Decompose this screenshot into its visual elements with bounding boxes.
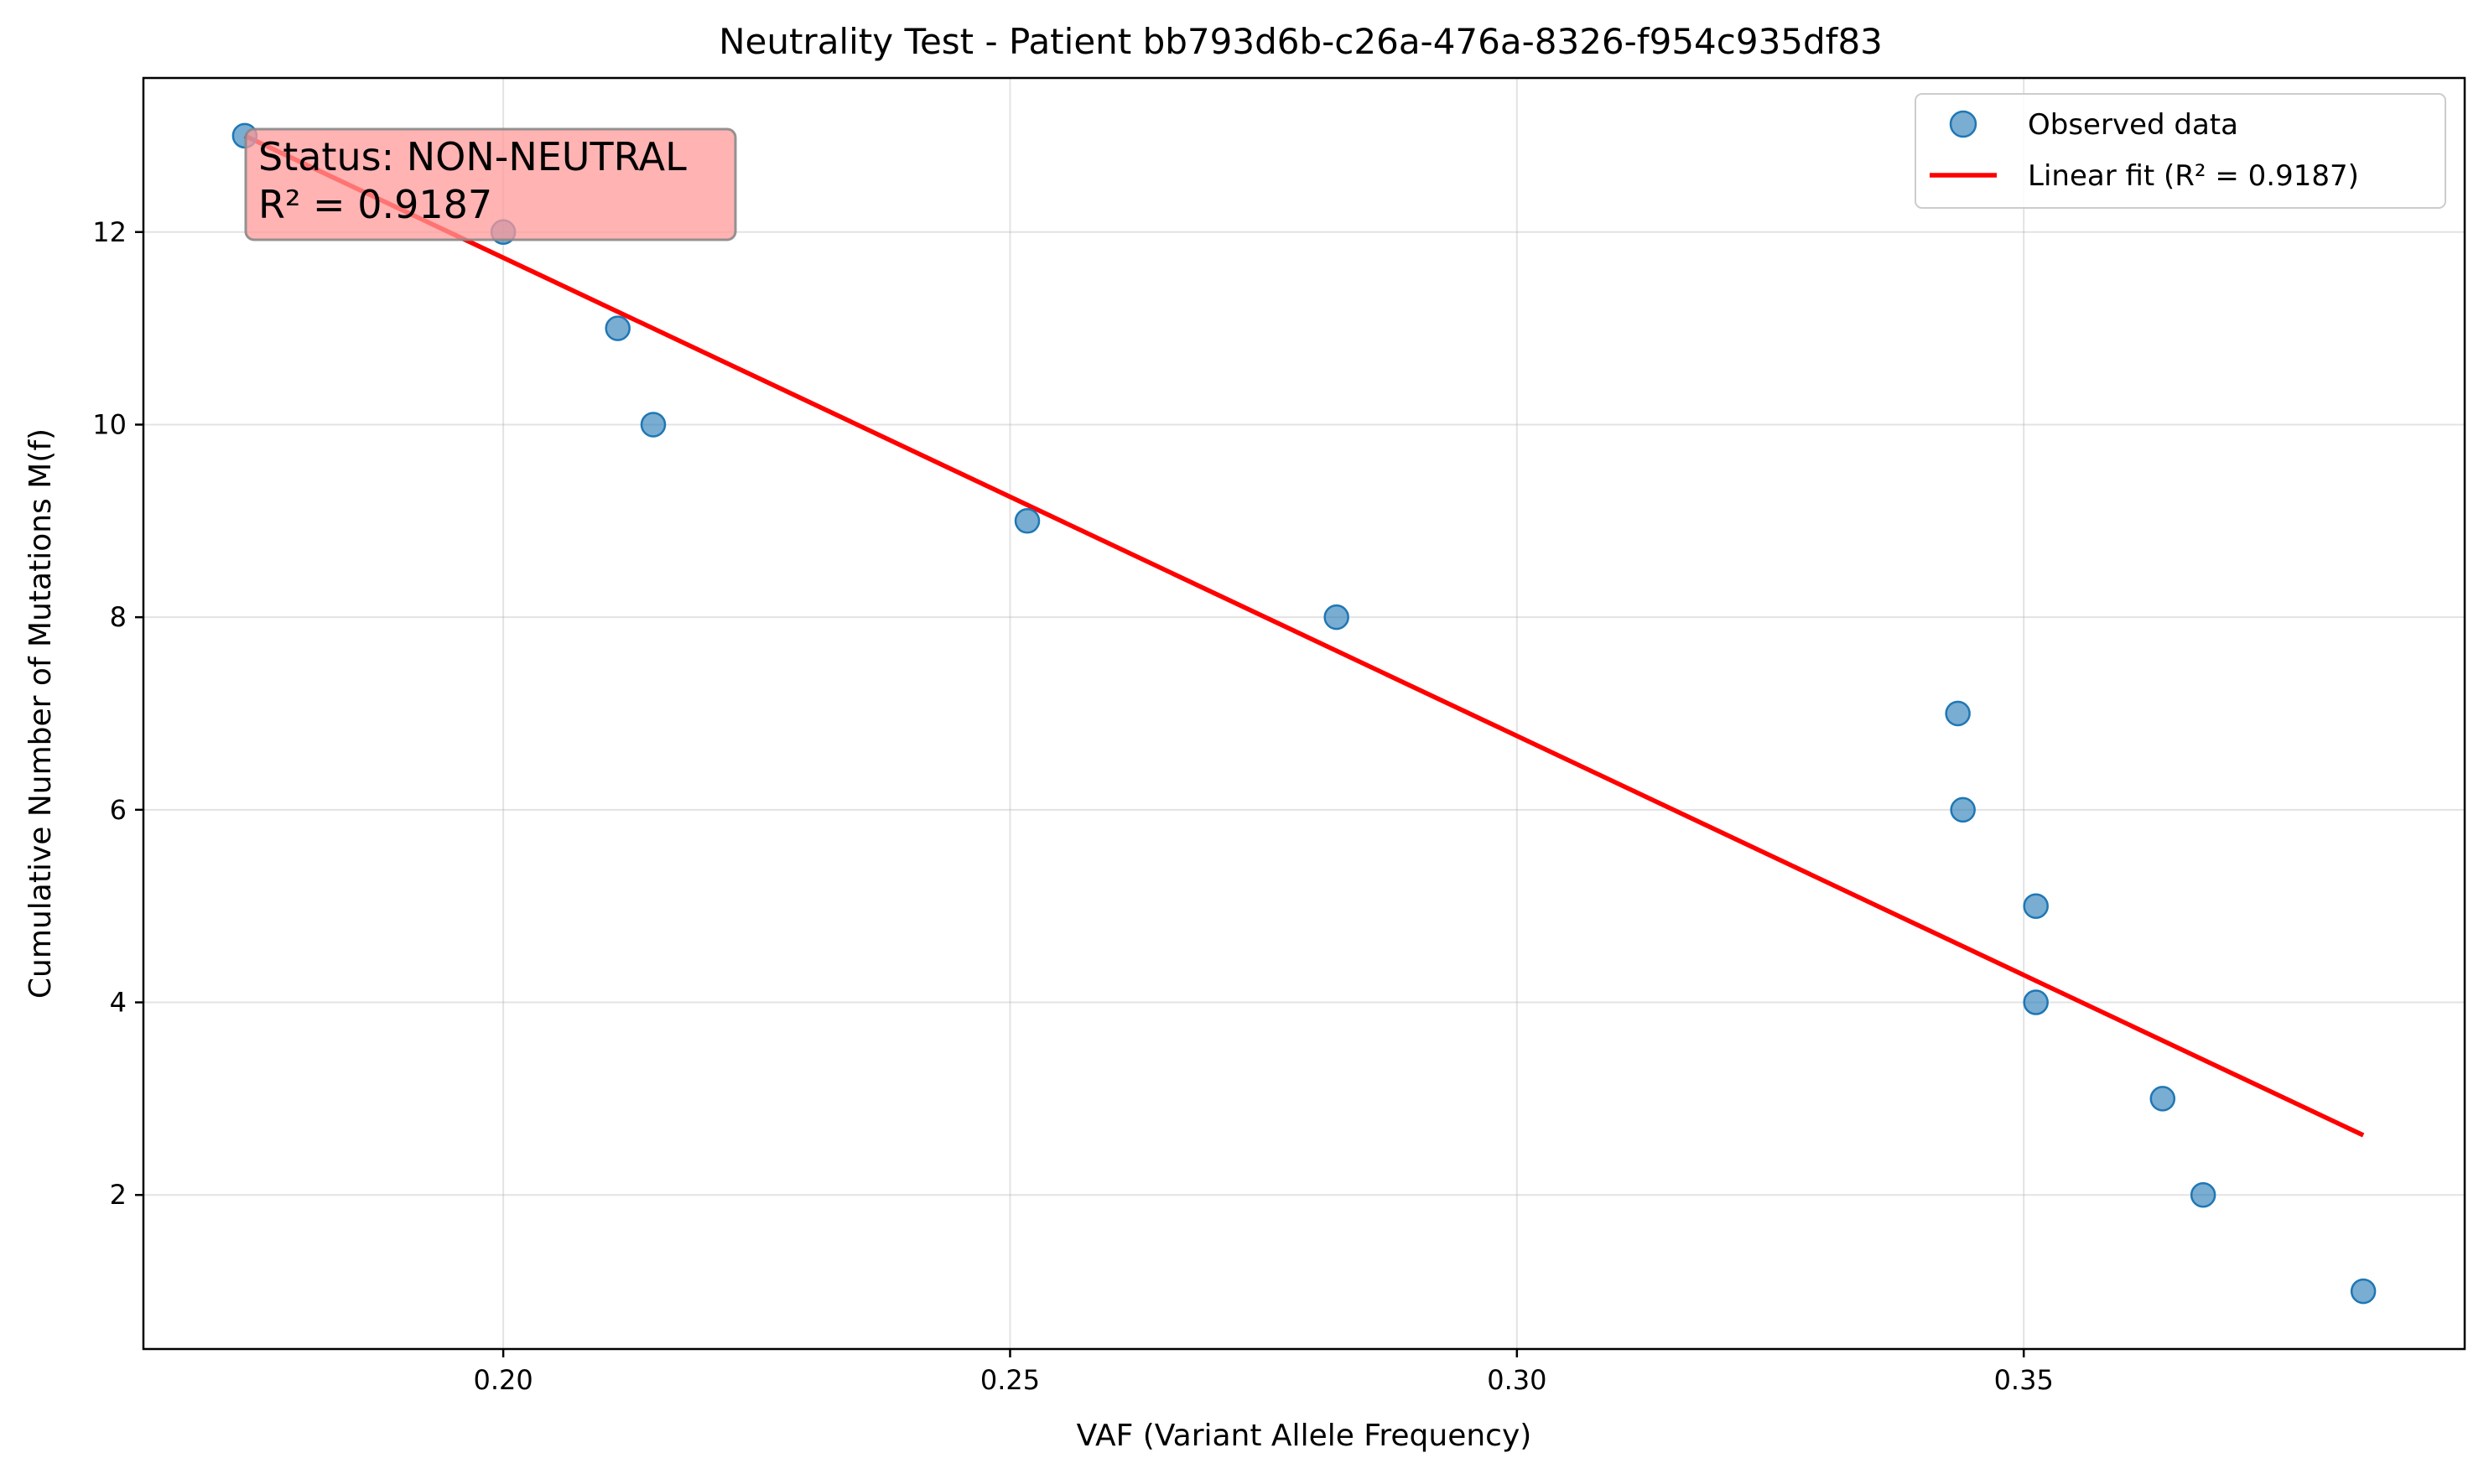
- data-point: [640, 412, 667, 438]
- legend-marker-observed: [1949, 110, 1977, 138]
- status-label: Status: NON-NEUTRAL: [258, 134, 687, 179]
- x-tick-label: 0.30: [1487, 1364, 1546, 1396]
- y-tick-label: 2: [110, 1179, 127, 1211]
- y-tick-label: 6: [110, 794, 127, 826]
- scatter-points: [231, 122, 2377, 1305]
- y-axis-ticks: 2 4 6 8 10 12: [92, 216, 143, 1211]
- y-tick-label: 8: [110, 601, 127, 633]
- status-annotation: Status: NON-NEUTRAL R² = 0.9187: [244, 127, 737, 241]
- y-tick-label: 10: [92, 408, 127, 440]
- status-annotation-background: [244, 127, 737, 241]
- grid-lines: [143, 78, 2465, 1349]
- data-point: [1323, 604, 1349, 630]
- x-tick-label: 0.20: [473, 1364, 533, 1396]
- data-point: [2350, 1278, 2377, 1305]
- plot-frame: [142, 76, 2466, 1351]
- y-axis-label: Cumulative Number of Mutations M(f): [23, 428, 58, 999]
- x-axis-label: VAF (Variant Allele Frequency): [1077, 1419, 1532, 1453]
- linear-fit-line: [243, 133, 2365, 1138]
- fit-line-layer: [243, 133, 2365, 1138]
- chart-title: Neutrality Test - Patient bb793d6b-c26a-…: [719, 21, 1883, 62]
- data-point: [1014, 508, 1041, 534]
- legend-label-observed: Observed data: [2028, 108, 2238, 142]
- data-point: [2023, 893, 2049, 919]
- data-point: [2190, 1181, 2216, 1208]
- data-point: [1945, 700, 1971, 727]
- legend-label-fit: Linear fit (R² = 0.9187): [2028, 159, 2359, 193]
- x-tick-label: 0.35: [1994, 1364, 2054, 1396]
- r-squared-label: R² = 0.9187: [258, 182, 492, 227]
- x-axis-ticks: 0.20 0.25 0.30 0.35: [473, 1349, 2054, 1396]
- legend: Observed data Linear fit (R² = 0.9187): [1915, 93, 2446, 209]
- y-tick-label: 12: [92, 216, 127, 248]
- data-point: [2149, 1086, 2176, 1112]
- data-point: [1950, 796, 1976, 823]
- legend-frame: [1915, 93, 2446, 209]
- y-tick-label: 4: [110, 987, 127, 1019]
- x-tick-label: 0.25: [980, 1364, 1040, 1396]
- data-point: [2023, 989, 2049, 1015]
- data-point: [605, 315, 631, 341]
